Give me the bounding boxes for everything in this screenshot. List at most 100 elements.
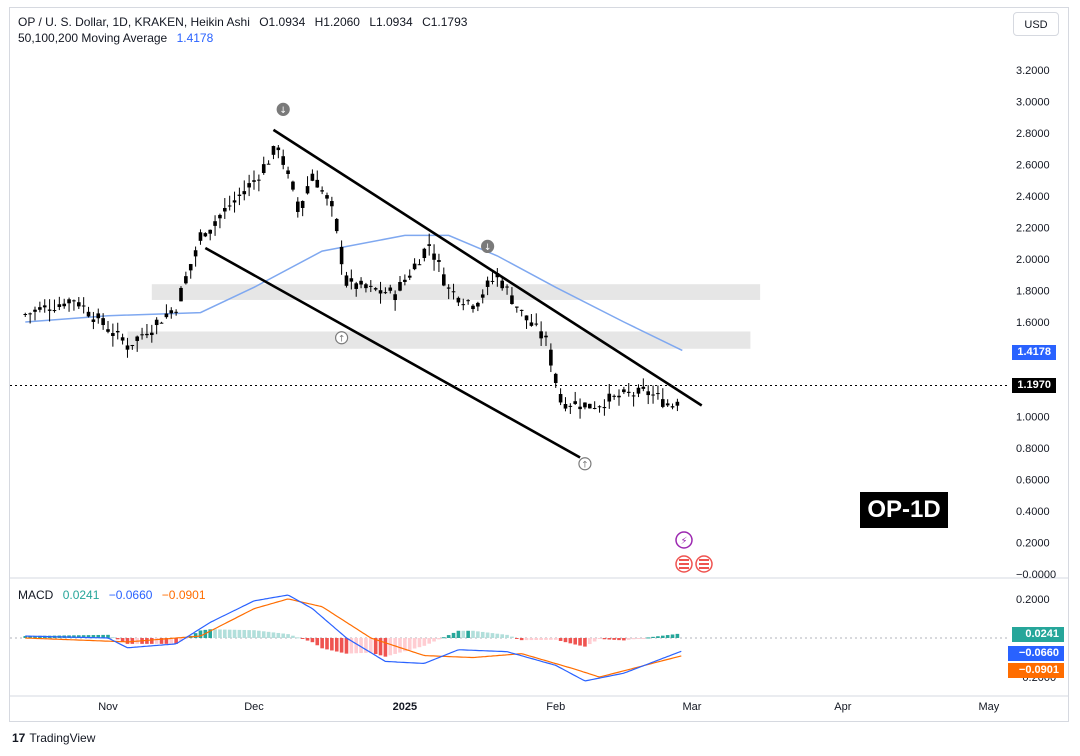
candle-body	[257, 179, 261, 181]
candle-body	[247, 183, 251, 188]
candle-body	[675, 401, 680, 406]
macd-histogram-bar	[286, 634, 290, 638]
candle-body	[281, 156, 285, 165]
candle-body	[349, 278, 354, 282]
candle-body	[252, 180, 256, 182]
footer[interactable]: 17 TradingView	[12, 731, 95, 745]
candle-body	[626, 391, 631, 393]
macd-histogram-bar	[388, 638, 393, 656]
arrow-down-icon	[276, 102, 290, 116]
candle-body	[549, 349, 553, 366]
candle-body	[242, 191, 247, 195]
macd-histogram-bar	[115, 638, 120, 640]
candle-body	[218, 214, 222, 219]
y-tick-label: 0.4000	[1016, 506, 1050, 518]
candle-body	[57, 304, 62, 307]
ma-price-tag: 1.4178	[1012, 345, 1056, 360]
candle-body	[72, 300, 76, 302]
candle-body	[665, 403, 670, 406]
macd-histogram-bar	[193, 633, 198, 638]
y-tick-label: 2.8000	[1016, 128, 1050, 140]
macd-histogram-bar	[539, 638, 543, 640]
macd-histogram-bar	[578, 638, 582, 646]
candle-body	[38, 307, 42, 310]
candle-body	[237, 194, 242, 196]
arrow-glyph: ↑	[338, 334, 346, 344]
candle-body	[296, 201, 300, 212]
candle-body	[188, 264, 193, 271]
candle-body	[578, 406, 582, 410]
flag-stripe	[679, 559, 689, 561]
macd-histogram-bar	[164, 638, 169, 644]
ohlc-open: O1.0934	[259, 15, 306, 29]
candle-body	[174, 311, 178, 313]
candle-body	[354, 283, 358, 289]
macd-histogram-bar	[383, 638, 388, 657]
candle-body	[515, 306, 519, 308]
candle-body	[651, 394, 655, 396]
macd-histogram-bar	[86, 635, 91, 638]
candle-body	[529, 322, 534, 326]
macd-histogram-bar	[432, 638, 436, 642]
candle-body	[544, 335, 548, 338]
macd-histogram-bar	[495, 633, 500, 638]
y-tick-label: −0.0000	[1016, 569, 1056, 581]
candle-body	[412, 263, 417, 270]
macd-histogram-bar	[622, 638, 626, 641]
candle-body	[223, 208, 227, 212]
currency-button[interactable]: USD	[1013, 12, 1059, 36]
candle-body	[101, 318, 105, 326]
candle-body	[403, 279, 407, 282]
candle-body	[286, 170, 290, 174]
macd-histogram-bar	[549, 638, 553, 640]
candle-body	[359, 280, 363, 285]
y-tick-label: 0.2000	[1016, 538, 1050, 550]
candle-body	[344, 275, 349, 286]
macd-histogram-bar	[101, 634, 105, 638]
x-tick-label: Feb	[546, 701, 565, 713]
x-tick-label: 2025	[393, 701, 417, 713]
macd-histogram-bar	[315, 638, 320, 646]
macd-histogram-bar	[466, 630, 470, 638]
arrow-glyph: ↑	[581, 460, 589, 470]
macd-histogram-bar	[461, 630, 466, 638]
y-tick-label: 2.0000	[1016, 254, 1050, 266]
macd-histogram-bar	[617, 638, 621, 641]
candle-body	[184, 276, 188, 284]
candle-body	[300, 201, 305, 208]
candle-body	[461, 304, 466, 306]
candle-body	[159, 322, 164, 324]
candle-body	[573, 401, 577, 404]
macd-histogram-bar	[106, 634, 110, 638]
macd-histogram-bar	[544, 638, 548, 640]
y-tick-label: 1.0000	[1016, 412, 1050, 424]
macd-histogram-bar	[325, 638, 329, 650]
macd-histogram-bar	[213, 629, 217, 638]
macd-histogram-bar	[485, 632, 490, 638]
macd-histogram-bar	[670, 634, 675, 638]
channel-line-2	[204, 246, 581, 459]
candle-body	[398, 281, 402, 291]
ma-legend[interactable]: 50,100,200 Moving Average 1.4178	[18, 31, 219, 45]
candle-body	[115, 330, 120, 333]
macd-histogram-bar	[266, 631, 271, 638]
candle-body	[437, 260, 441, 262]
candle-body	[534, 323, 539, 325]
macd-line-tag: −0.0660	[1008, 646, 1064, 661]
macd-line	[25, 594, 682, 682]
macd-hist-value: 0.0241	[62, 588, 100, 602]
arrow-glyph: ↓	[279, 106, 287, 116]
candle-body	[145, 333, 149, 336]
candle-body	[617, 395, 621, 398]
macd-histogram-bar	[334, 638, 339, 652]
candle-body	[227, 205, 232, 207]
macd-histogram-bar	[111, 637, 115, 639]
macd-title: MACD	[18, 588, 54, 602]
macd-histogram-bar	[407, 638, 412, 650]
macd-histogram-bar	[81, 635, 86, 638]
macd-legend[interactable]: MACD 0.0241 −0.0660 −0.0901	[18, 588, 212, 602]
candle-body	[154, 319, 159, 326]
ma-value: 1.4178	[176, 31, 214, 45]
macd-histogram-bar	[675, 633, 680, 638]
